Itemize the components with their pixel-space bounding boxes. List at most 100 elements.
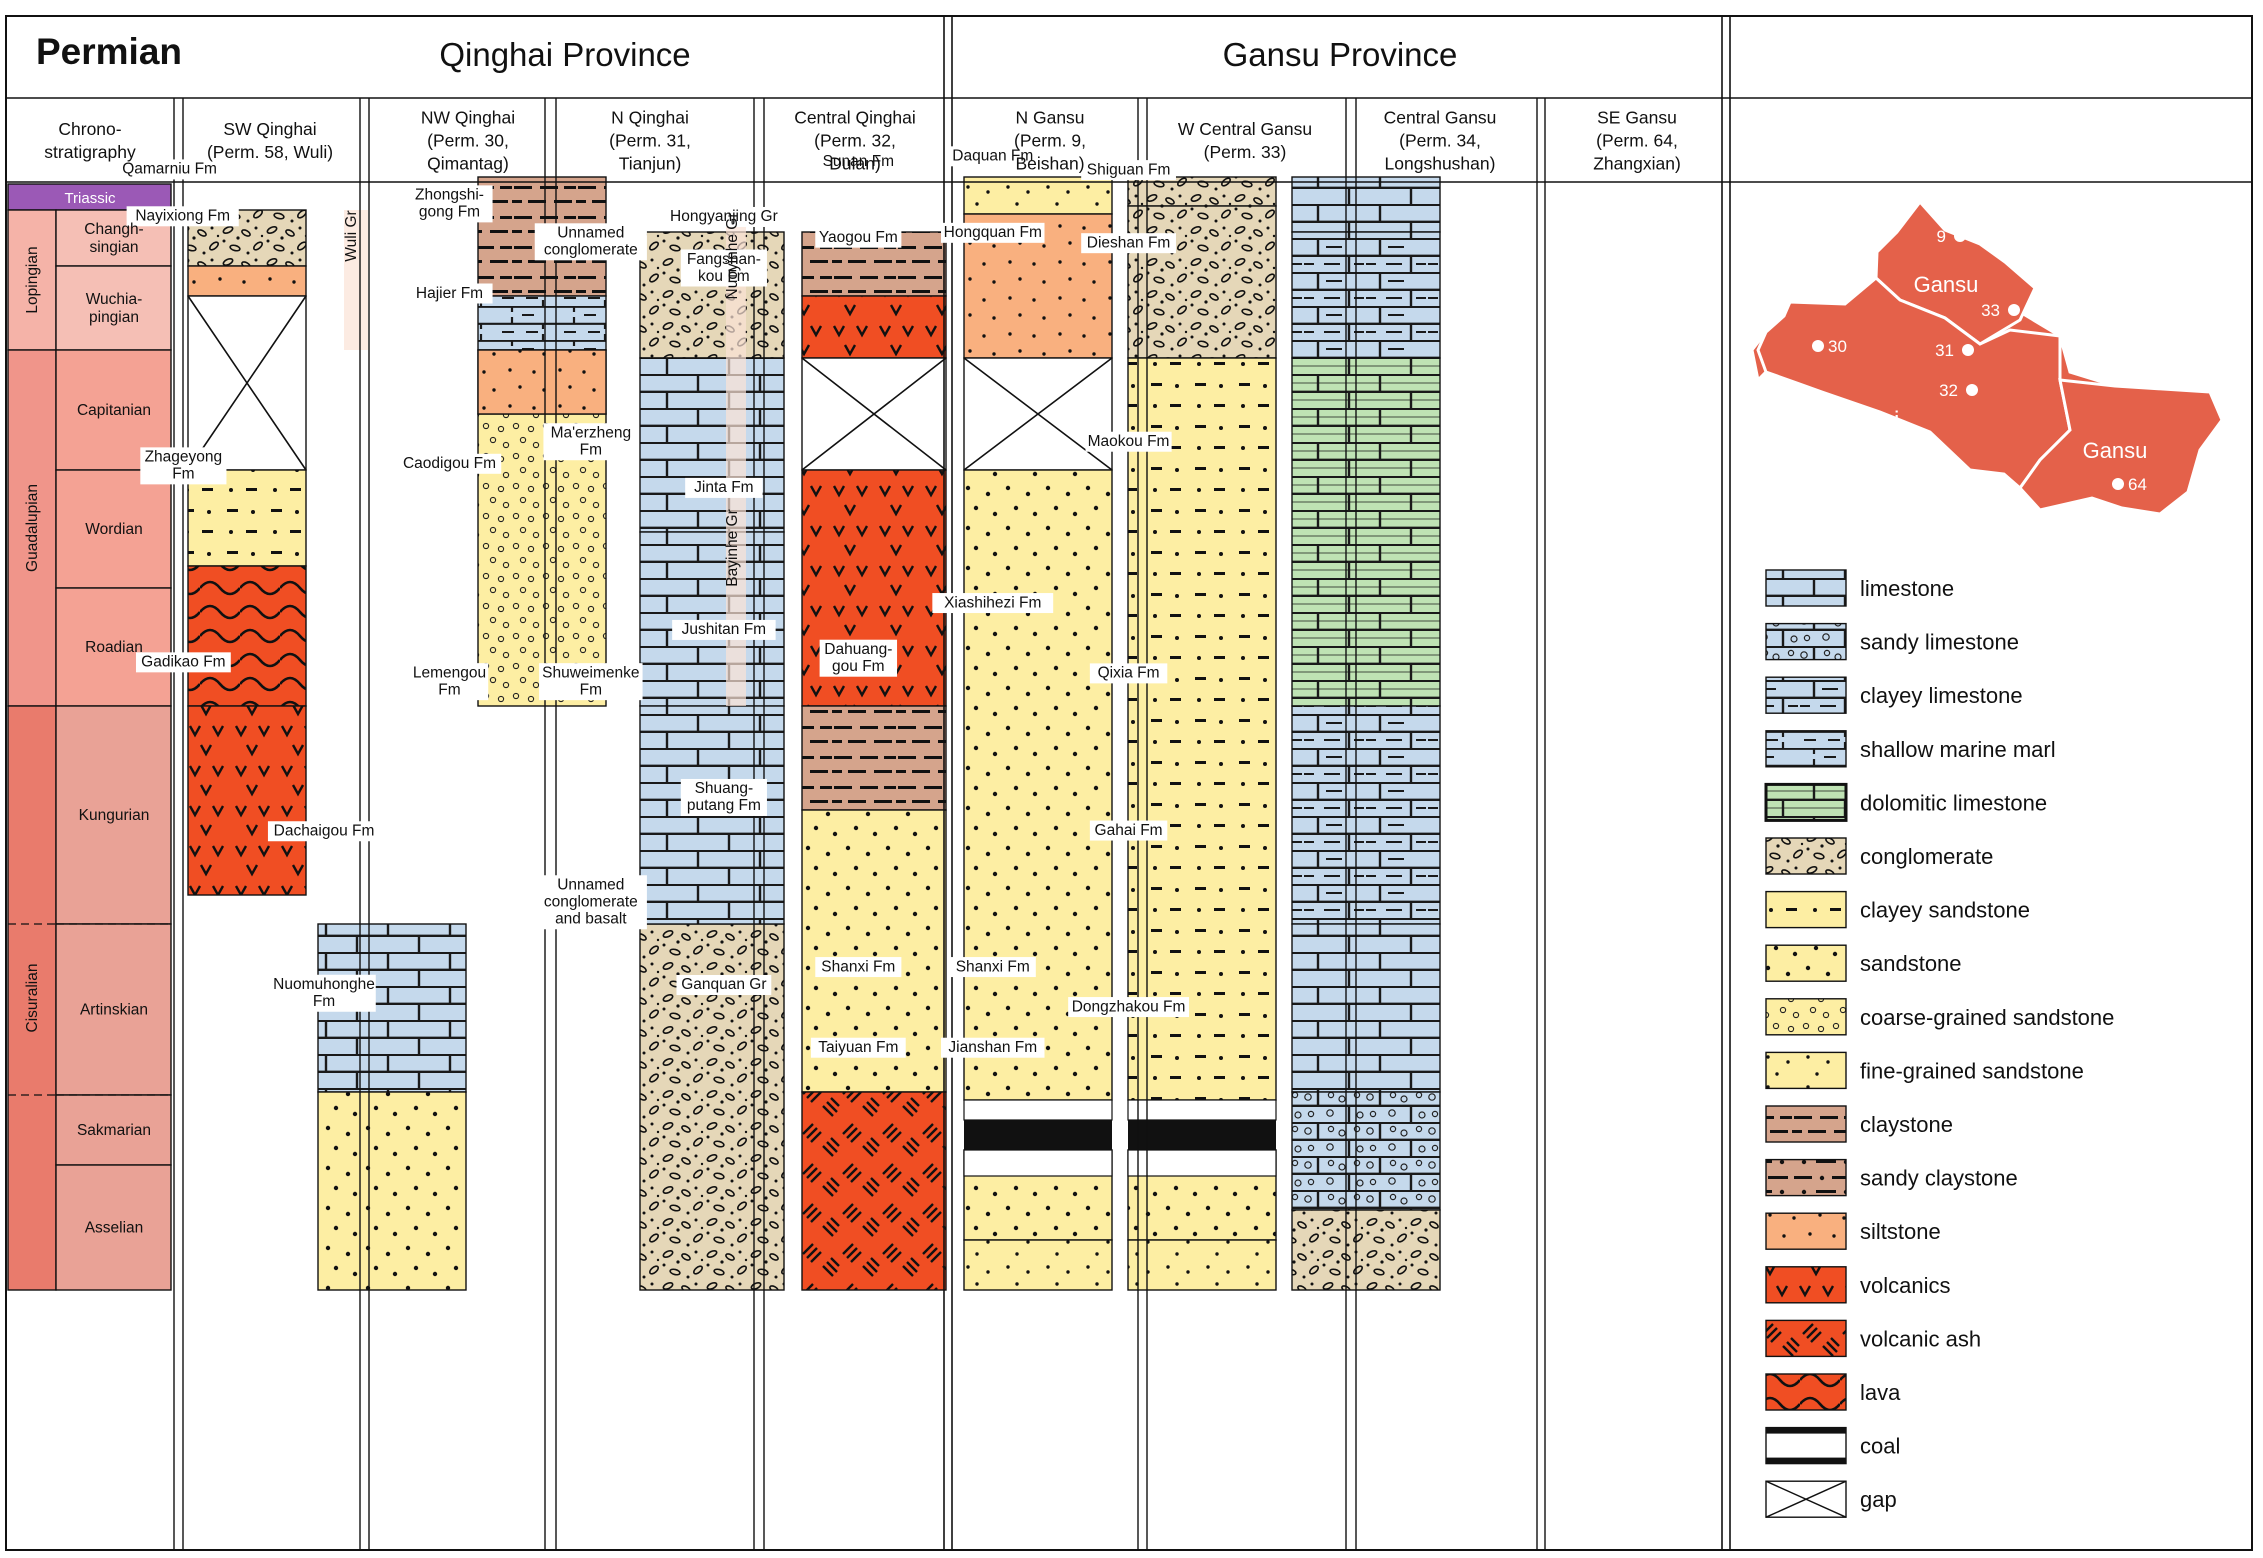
legend-label: shallow marine marl [1860, 737, 2056, 762]
layer-conglomerate [1127, 205, 1277, 359]
legend-label: dolomitic limestone [1860, 790, 2047, 815]
label-line: (Perm. 33) [1204, 142, 1287, 162]
label-background [1089, 663, 1168, 684]
formation-label: Jushitan Fm [672, 619, 776, 640]
locality-label: 31 [1935, 341, 1954, 360]
locality-label: 64 [2128, 475, 2147, 494]
frame-line [5, 15, 2253, 1551]
label-line: Ma'erzheng [551, 424, 632, 441]
layer-limestone [639, 357, 785, 533]
formation-label: Nayixiong Fm [126, 206, 239, 227]
legend-label: siltstone [1860, 1219, 1941, 1244]
label-background [1068, 997, 1189, 1018]
label-line: Zhangxian) [1593, 153, 1681, 173]
label-background [949, 146, 1036, 167]
label-line: N Gansu [1015, 107, 1084, 127]
formation-label: Yaogou Fm [815, 227, 902, 248]
label-line: Hongyanjing Gr [670, 208, 778, 225]
label-line: Qixia Fm [1098, 665, 1160, 682]
label-line: Fangshan- [687, 251, 761, 268]
label-line: Capitanian [77, 402, 151, 419]
layer-volcanics [187, 705, 307, 896]
label-background [680, 249, 767, 287]
series-lopingian [7, 209, 57, 351]
locality-marker [1966, 384, 1978, 396]
legend-coal-band [1766, 1427, 1846, 1434]
legend-swatch [1765, 1051, 1847, 1090]
formation-label: Xiashihezi Fm [932, 593, 1054, 614]
formation-label: Shiguan Fm [1081, 160, 1176, 181]
legend-swatch [1765, 837, 1847, 875]
legend-label: limestone [1860, 576, 1954, 601]
label-line: Sakmarian [77, 1122, 151, 1139]
label-line: Dulan) [829, 153, 881, 173]
label-line: SE Gansu [1597, 107, 1677, 127]
locality-marker [2064, 340, 2076, 352]
layer-shallow-marine-marl [477, 295, 607, 351]
label-line: conglomerate [544, 242, 638, 259]
label-background [140, 447, 227, 485]
label-line: gou Fm [832, 658, 885, 675]
column-header: W Central Gansu (Perm. 33) [1178, 119, 1312, 162]
layer-coal-gap [963, 1099, 1113, 1121]
label-line: pingian [89, 309, 139, 326]
label-line: Jianshan Fm [948, 1039, 1037, 1056]
label-background [406, 185, 493, 223]
legend-swatch-border [1764, 782, 1848, 822]
stage-label: Wuchia-pingian [86, 291, 143, 326]
formation-label: Dieshan Fm [1081, 233, 1176, 254]
locality-marker [2112, 478, 2124, 490]
label-line: Qimantag) [427, 153, 509, 173]
label-background [676, 974, 772, 995]
formation-label: Jinta Fm [685, 477, 763, 498]
column-header: Central Qinghai (Perm. 32, Dulan) [794, 107, 916, 173]
group-label-nuoyinhe: Nuoyinhe Gr [724, 212, 741, 299]
layer-limestone [639, 531, 785, 707]
label-background [1081, 160, 1176, 181]
group-bar [726, 210, 746, 706]
label-background [539, 663, 643, 701]
label-line: (Perm. 9, [1014, 130, 1086, 150]
label-line: Changh- [84, 221, 143, 238]
stage-box [55, 1094, 172, 1166]
label-line: Gahai Fm [1095, 822, 1163, 839]
formation-label: Hongquan Fm [941, 222, 1045, 243]
stage-label: Capitanian [77, 402, 151, 419]
formation-label: Ganquan Gr [676, 974, 772, 995]
stage-label: Asselian [85, 1220, 144, 1237]
label-background [685, 477, 763, 498]
gap-cross [187, 295, 307, 471]
label-line: Roadian [85, 639, 143, 656]
layer-sandstone [317, 1091, 467, 1291]
legend-label: clayey sandstone [1860, 898, 2030, 923]
label-line: Zhageyong [145, 449, 223, 466]
stage-dashed-divider [56, 923, 171, 1096]
label-line: Daquan Fm [952, 148, 1033, 165]
stage-box [55, 587, 172, 707]
label-line: W Central Gansu [1178, 119, 1312, 139]
formation-label: Shanxi Fm [949, 957, 1036, 978]
layer-conglomerate [1291, 1209, 1441, 1291]
label-line: stratigraphy [44, 142, 136, 162]
label-line: Shanxi Fm [956, 958, 1030, 975]
group-bar [344, 210, 368, 350]
formation-label: Shuang-putang Fm [680, 778, 767, 816]
formation-label: Zhongshi-gong Fm [406, 185, 493, 223]
legend-label: claystone [1860, 1112, 1953, 1137]
legend-gap-cross [1765, 1480, 1847, 1518]
label-line: Shuang- [695, 780, 754, 797]
stage-box [55, 923, 172, 1096]
layer-sandstone [963, 469, 1113, 1101]
column-header: SW Qinghai (Perm. 58, Wuli) [207, 119, 333, 162]
label-line: Dachaigou Fm [274, 823, 375, 840]
label-line: Xiashihezi Fm [944, 594, 1041, 611]
layer-clayey-limestone [1291, 231, 1441, 359]
label-line: Lemengou [413, 664, 486, 681]
map-region-gansu-south [2018, 378, 2224, 516]
label-background [819, 639, 898, 677]
layer-limestone [1291, 176, 1441, 233]
